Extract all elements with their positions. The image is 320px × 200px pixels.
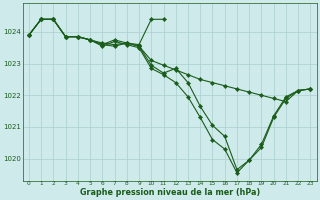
X-axis label: Graphe pression niveau de la mer (hPa): Graphe pression niveau de la mer (hPa)	[79, 188, 260, 197]
